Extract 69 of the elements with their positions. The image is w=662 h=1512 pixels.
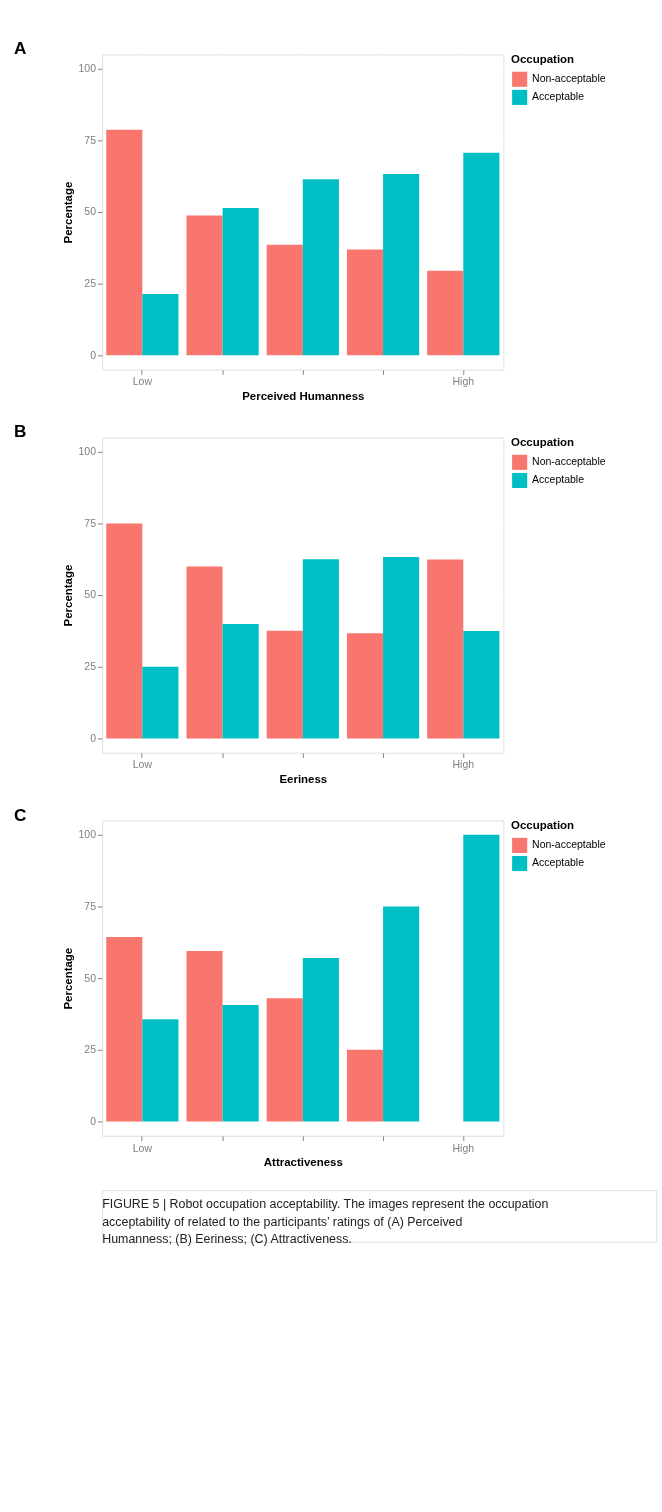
bar bbox=[346, 633, 384, 739]
y-tick-label: 75 bbox=[84, 516, 97, 529]
x-tick-label: Low bbox=[132, 1141, 153, 1154]
y-tick-label: 25 bbox=[84, 660, 97, 673]
bar bbox=[427, 559, 464, 739]
bar bbox=[302, 559, 339, 739]
x-tick-label: High bbox=[452, 758, 475, 771]
bar bbox=[186, 566, 223, 739]
chart-title: A bbox=[13, 38, 27, 59]
y-tick-label: 0 bbox=[90, 731, 97, 744]
chart-title: B bbox=[13, 421, 27, 442]
y-tick-label: 100 bbox=[78, 445, 97, 458]
bar bbox=[106, 936, 143, 1122]
legend-label: Acceptable bbox=[532, 90, 585, 103]
y-axis-title: Percentage bbox=[61, 947, 74, 1010]
y-axis-title: Percentage bbox=[61, 181, 74, 244]
legend-label: Acceptable bbox=[532, 473, 585, 486]
y-tick-label: 50 bbox=[84, 971, 97, 984]
bar bbox=[106, 523, 143, 739]
bar bbox=[302, 179, 339, 356]
bar bbox=[106, 129, 143, 356]
x-tick-label: Low bbox=[132, 375, 153, 388]
legend-label: Non-acceptable bbox=[532, 72, 606, 85]
x-tick-label: High bbox=[452, 1141, 475, 1154]
legend-label: Acceptable bbox=[532, 856, 585, 869]
bar bbox=[266, 244, 303, 356]
legend-title: Occupation bbox=[511, 436, 575, 449]
bar bbox=[346, 249, 384, 356]
y-axis-title: Percentage bbox=[61, 564, 74, 627]
y-tick-label: 25 bbox=[84, 277, 97, 290]
legend-label: Non-acceptable bbox=[532, 838, 606, 851]
x-axis-title: Eeriness bbox=[279, 772, 328, 785]
bar bbox=[346, 1049, 384, 1122]
y-tick-label: 50 bbox=[84, 588, 97, 601]
x-axis-title: Perceived Humanness bbox=[242, 389, 365, 402]
bar bbox=[383, 906, 420, 1122]
bar bbox=[463, 152, 500, 356]
x-tick-label: Low bbox=[132, 758, 153, 771]
x-tick-label: High bbox=[452, 375, 475, 388]
bar bbox=[427, 270, 464, 356]
caption: FIGURE 5 | Robot occupation acceptability. The images represent the occupation acceptability of related to the participants’ ratings of (A) Perceived Humanness; (B) Eeriness; (C) Attractiveness. bbox=[102, 1197, 549, 1246]
bar bbox=[463, 630, 500, 739]
y-tick-label: 100 bbox=[78, 828, 97, 841]
legend-title: Occupation bbox=[511, 819, 575, 832]
y-tick-label: 0 bbox=[90, 1114, 97, 1127]
bar bbox=[222, 624, 259, 739]
chart-title: C bbox=[13, 804, 27, 825]
bar bbox=[383, 556, 420, 739]
bar bbox=[222, 208, 259, 356]
legend-label: Non-acceptable bbox=[532, 455, 606, 468]
y-tick-label: 0 bbox=[90, 348, 97, 361]
bar bbox=[463, 834, 500, 1122]
bar bbox=[383, 173, 420, 356]
y-tick-label: 100 bbox=[78, 62, 97, 75]
y-tick-label: 75 bbox=[84, 133, 97, 146]
bar bbox=[266, 630, 303, 739]
bar bbox=[142, 1019, 179, 1122]
legend-title: Occupation bbox=[511, 53, 575, 66]
y-tick-label: 25 bbox=[84, 1043, 97, 1056]
bar bbox=[142, 294, 179, 356]
bar bbox=[302, 958, 339, 1122]
y-tick-label: 75 bbox=[84, 899, 97, 912]
bar bbox=[186, 215, 223, 356]
y-tick-label: 50 bbox=[84, 205, 97, 218]
bar bbox=[142, 666, 179, 739]
bar bbox=[186, 950, 223, 1122]
bar bbox=[266, 998, 303, 1122]
bar bbox=[222, 1005, 259, 1122]
x-axis-title: Attractiveness bbox=[263, 1155, 343, 1168]
